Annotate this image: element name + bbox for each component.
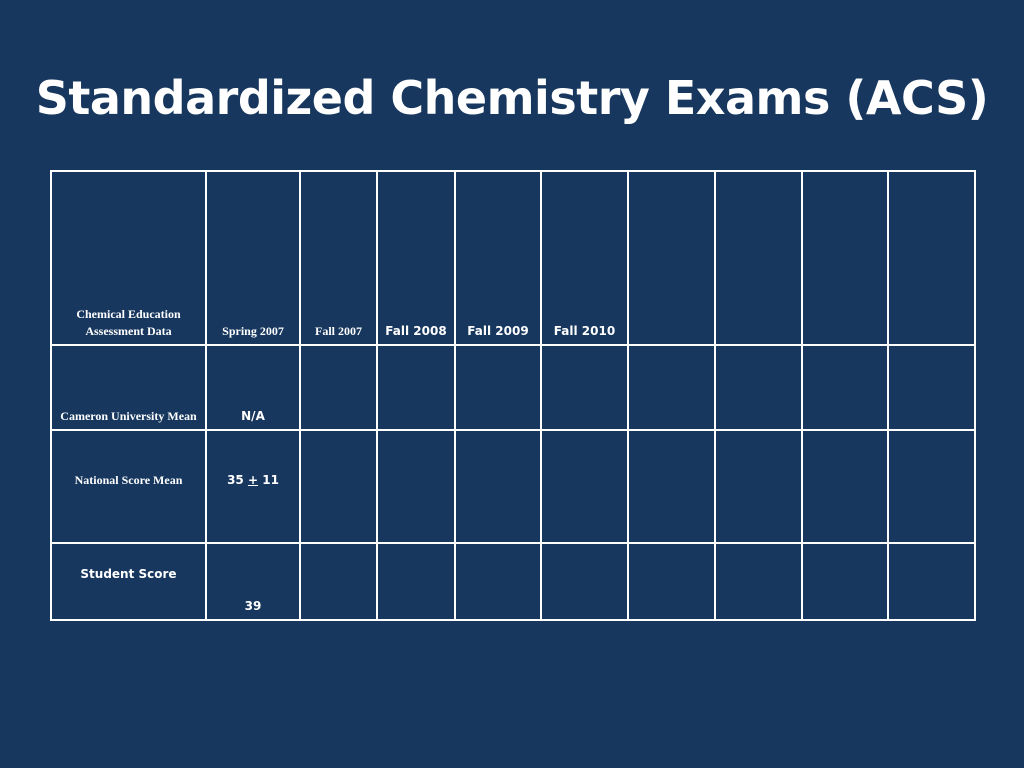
header-cell <box>627 170 716 346</box>
table-cell <box>887 344 976 431</box>
slide-title: Standardized Chemistry Exams (ACS) <box>35 71 989 125</box>
plus-minus-sign: + <box>247 473 259 487</box>
row-label: Cameron University Mean <box>60 409 197 423</box>
table-cell <box>299 542 378 621</box>
row-label: Student Score <box>80 567 177 581</box>
header-cell: Fall 2010 <box>540 170 629 346</box>
table-cell <box>801 344 889 431</box>
row-label: National Score Mean <box>74 473 183 487</box>
table-cell <box>714 344 803 431</box>
table-row-student-score: Student Score 39 <box>50 542 976 621</box>
table-cell <box>801 542 889 621</box>
table-cell <box>627 542 716 621</box>
table-cell <box>540 344 629 431</box>
table-cell <box>627 344 716 431</box>
header-cell: Spring 2007 <box>205 170 301 346</box>
header-cell <box>714 170 803 346</box>
table-cell <box>454 344 542 431</box>
cell-value: 39 <box>244 599 262 613</box>
header-cell: Fall 2007 <box>299 170 378 346</box>
table-cell <box>454 542 542 621</box>
national-sd-value: 11 <box>262 473 279 487</box>
header-label-cell: Chemical Education Assessment Data <box>50 170 207 346</box>
column-header: Fall 2010 <box>553 324 616 338</box>
column-header: Fall 2009 <box>467 324 529 338</box>
table-cell <box>376 344 456 431</box>
table-cell <box>540 542 629 621</box>
table-row-national-mean: National Score Mean 35 + 11 <box>50 429 976 544</box>
table-cell: 35 + 11 <box>205 429 301 544</box>
header-cell: Fall 2009 <box>454 170 542 346</box>
header-cell <box>801 170 889 346</box>
column-header: Fall 2007 <box>315 324 362 338</box>
column-header: Fall 2008 <box>385 324 447 338</box>
table-row-cameron-mean: Cameron University Mean N/A <box>50 344 976 431</box>
assessment-table: Chemical Education Assessment Data Sprin… <box>50 170 976 621</box>
table-cell <box>376 429 456 544</box>
table-cell: 39 <box>205 542 301 621</box>
table-cell <box>714 542 803 621</box>
table-cell <box>887 429 976 544</box>
table-cell <box>540 429 629 544</box>
table-cell <box>299 429 378 544</box>
national-mean-value: 35 <box>227 473 244 487</box>
table-cell <box>714 429 803 544</box>
row-label-cell: Cameron University Mean <box>50 344 207 431</box>
table-cell <box>454 429 542 544</box>
table-header-row: Chemical Education Assessment Data Sprin… <box>50 170 976 346</box>
table-cell <box>627 429 716 544</box>
header-label: Chemical Education Assessment Data <box>76 307 181 338</box>
table-cell <box>299 344 378 431</box>
row-label-cell: Student Score <box>50 542 207 621</box>
header-cell: Fall 2008 <box>376 170 456 346</box>
row-label-cell: National Score Mean <box>50 429 207 544</box>
table-cell: N/A <box>205 344 301 431</box>
table-cell <box>376 542 456 621</box>
table-cell <box>887 542 976 621</box>
header-cell <box>887 170 976 346</box>
column-header: Spring 2007 <box>222 324 284 338</box>
cell-value: N/A <box>241 409 265 423</box>
table-cell <box>801 429 889 544</box>
